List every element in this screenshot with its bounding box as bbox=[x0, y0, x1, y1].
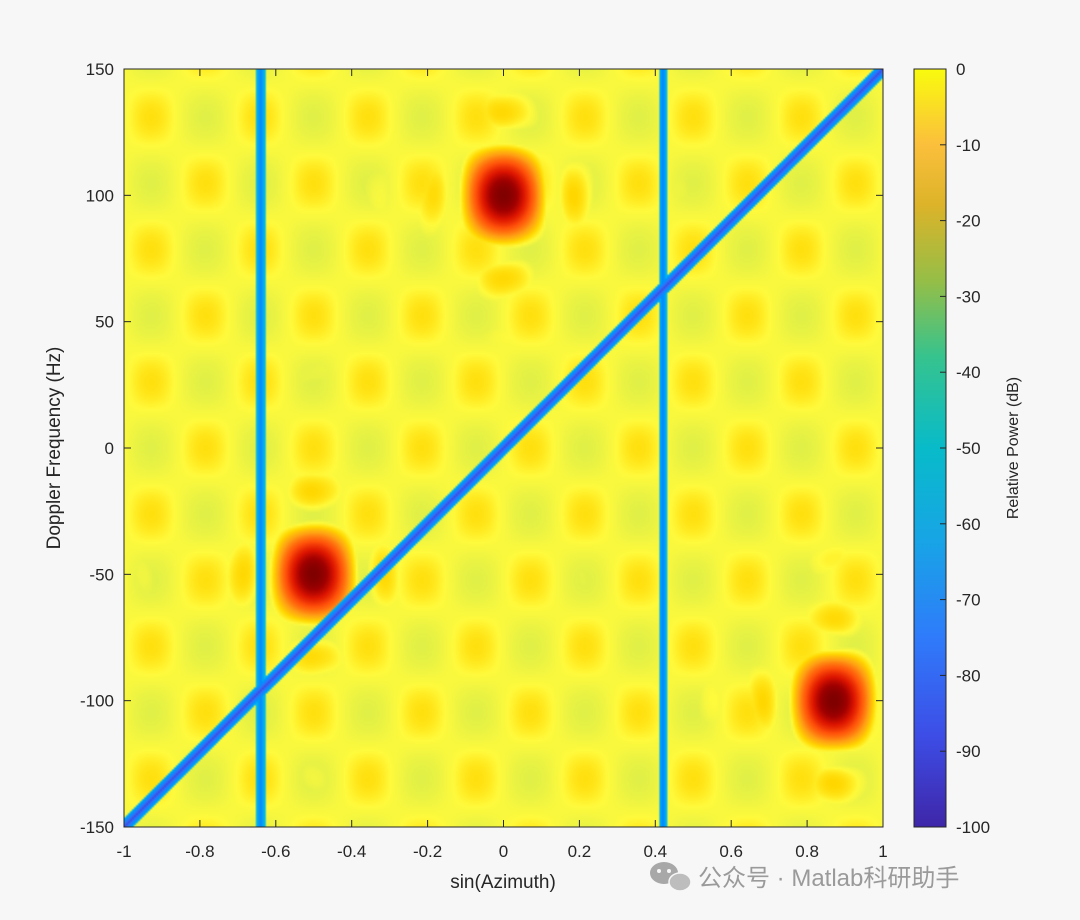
heatmap bbox=[124, 69, 883, 827]
x-axis-title: sin(Azimuth) bbox=[450, 872, 556, 893]
colorbar-tick-label: -20 bbox=[956, 212, 981, 231]
colorbar: 0 -10 -20 -30 -40 -50 -60 -70 -80 -90 -100 Relativ… bbox=[913, 60, 1022, 837]
x-tick-label: 0 bbox=[499, 842, 508, 861]
y-tick-label: -150 bbox=[80, 818, 114, 837]
watermark: 公众号 · Matlab科研助手 bbox=[650, 862, 959, 892]
x-tick-label: 0.6 bbox=[719, 842, 743, 861]
colorbar-tick-label: -70 bbox=[956, 591, 981, 610]
x-tick-label: -1 bbox=[116, 842, 131, 861]
colorbar-tick-label: -60 bbox=[956, 515, 981, 534]
colorbar-tick-label: -80 bbox=[956, 666, 981, 685]
y-tick-label: 50 bbox=[95, 313, 114, 332]
heatmap-image bbox=[124, 69, 883, 827]
y-tick-label: 150 bbox=[86, 60, 114, 79]
x-tick-label: 0.8 bbox=[795, 842, 819, 861]
colorbar-tick-label: -100 bbox=[956, 818, 990, 837]
y-axis: 150 100 50 0 -50 -100 -150 bbox=[80, 60, 883, 837]
wechat-icon bbox=[650, 862, 692, 892]
colorbar-tick-label: -10 bbox=[956, 136, 981, 155]
colorbar-tick-label: -50 bbox=[956, 439, 981, 458]
colorbar-ticks: 0 -10 -20 -30 -40 -50 -60 -70 -80 -90 -100 bbox=[940, 60, 990, 837]
x-tick-label: 0.4 bbox=[643, 842, 667, 861]
y-axis-title: Doppler Frequency (Hz) bbox=[44, 347, 65, 550]
x-tick-label: -0.2 bbox=[413, 842, 442, 861]
y-tick-label: 0 bbox=[105, 439, 114, 458]
x-tick-label: 0.2 bbox=[568, 842, 592, 861]
colorbar-tick-label: -90 bbox=[956, 742, 981, 761]
y-tick-label: -50 bbox=[89, 565, 114, 584]
x-tick-label: -0.8 bbox=[185, 842, 214, 861]
colorbar-tick-label: 0 bbox=[956, 60, 965, 79]
colorbar-title: Relative Power (dB) bbox=[1005, 377, 1022, 519]
colorbar-tick-label: -30 bbox=[956, 287, 981, 306]
colorbar-tick-label: -40 bbox=[956, 363, 981, 382]
x-tick-label: 1 bbox=[878, 842, 887, 861]
x-axis: -1 -0.8 -0.6 -0.4 -0.2 0 0.2 0.4 0.6 0.8 1 bbox=[116, 69, 888, 861]
y-tick-label: 100 bbox=[86, 186, 114, 205]
x-tick-label: -0.6 bbox=[261, 842, 290, 861]
watermark-text: 公众号 · Matlab科研助手 bbox=[698, 865, 959, 892]
x-tick-label: -0.4 bbox=[337, 842, 366, 861]
y-tick-label: -100 bbox=[80, 692, 114, 711]
